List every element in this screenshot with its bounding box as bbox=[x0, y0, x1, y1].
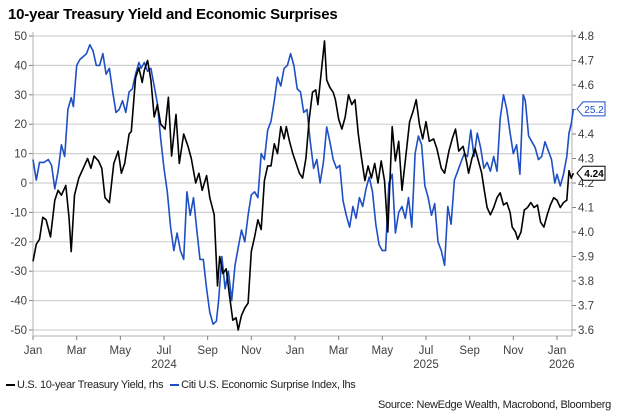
right-tick-label: 4.8 bbox=[578, 31, 594, 43]
x-tick-label: Nov bbox=[503, 345, 524, 357]
x-tick-label: Nov bbox=[241, 345, 262, 357]
left-tick-label: 40 bbox=[14, 60, 27, 72]
left-tick-label: 50 bbox=[14, 31, 27, 43]
right-tick-label: 3.8 bbox=[578, 276, 594, 288]
right-tick-label: 3.7 bbox=[578, 301, 594, 313]
left-tick-label: -50 bbox=[10, 325, 27, 337]
surprise-index-line bbox=[32, 44, 575, 325]
gridlines bbox=[33, 35, 572, 331]
right-tick-label: 3.9 bbox=[578, 252, 594, 264]
x-axis: Jan Mar May Jul 2024 Sep Nov Jan Mar May Jul 2025 Se… bbox=[24, 335, 575, 371]
x-tick-label: Jan bbox=[548, 345, 567, 357]
right-tick-label: 3.6 bbox=[578, 325, 594, 337]
x-year-label: 2026 bbox=[549, 359, 575, 371]
left-tick-label: -20 bbox=[10, 237, 27, 249]
right-tick-label: 4.1 bbox=[578, 203, 594, 215]
x-tick-label: May bbox=[371, 345, 393, 357]
end-labels: 25.2 4.24 bbox=[576, 101, 606, 181]
legend: U.S. 10-year Treasury Yield, rhs Citi U.… bbox=[6, 379, 360, 391]
right-tick-label: 4.2 bbox=[578, 178, 594, 190]
end-label-text: 25.2 bbox=[584, 105, 604, 116]
x-year-label: 2025 bbox=[413, 359, 439, 371]
left-tick-label: 20 bbox=[14, 119, 27, 131]
left-tick-label: 0 bbox=[21, 178, 27, 190]
x-year-label: 2024 bbox=[151, 359, 177, 371]
right-axis: 4.8 4.7 4.6 4.4 4.3 4.2 4.1 4.0 3.9 3.8 3.7 3.6 bbox=[571, 30, 595, 337]
left-tick-label: -30 bbox=[10, 266, 27, 278]
end-label-text: 4.24 bbox=[584, 169, 604, 180]
x-tick-label: Jul bbox=[157, 345, 172, 357]
right-tick-label: 4.7 bbox=[578, 56, 594, 68]
legend-label-surprise: Citi U.S. Economic Surprise Index, lhs bbox=[181, 379, 356, 391]
legend-item-surprise: Citi U.S. Economic Surprise Index, lhs bbox=[170, 379, 356, 391]
treasury-end-label: 4.24 bbox=[576, 165, 606, 181]
legend-label-treasury: U.S. 10-year Treasury Yield, rhs bbox=[17, 379, 164, 391]
source-note: Source: NewEdge Wealth, Macrobond, Bloom… bbox=[377, 399, 611, 411]
right-tick-label: 4.4 bbox=[578, 129, 595, 141]
left-tick-label: -40 bbox=[10, 296, 27, 308]
right-tick-label: 4.0 bbox=[578, 227, 594, 239]
x-tick-label: Jan bbox=[286, 345, 305, 357]
left-tick-label: 30 bbox=[14, 90, 27, 102]
x-tick-label: Mar bbox=[329, 345, 349, 357]
left-tick-label: -10 bbox=[10, 207, 27, 219]
chart-title: 10-year Treasury Yield and Economic Surp… bbox=[8, 6, 338, 23]
legend-swatch-treasury bbox=[6, 384, 15, 387]
x-tick-label: Jul bbox=[419, 345, 434, 357]
series-group bbox=[32, 40, 575, 331]
left-tick-label: 10 bbox=[14, 149, 27, 161]
legend-item-treasury: U.S. 10-year Treasury Yield, rhs bbox=[6, 379, 164, 391]
end-label-box bbox=[576, 101, 606, 117]
x-tick-label: Sep bbox=[459, 345, 479, 357]
surprise-end-label: 25.2 bbox=[576, 101, 606, 117]
end-label-box bbox=[576, 165, 606, 181]
x-tick-label: Sep bbox=[197, 345, 217, 357]
legend-swatch-surprise bbox=[170, 384, 180, 387]
x-tick-label: Mar bbox=[67, 345, 87, 357]
treasury-yield-line bbox=[32, 40, 575, 331]
x-tick-label: May bbox=[109, 345, 131, 357]
left-axis: 50 40 30 20 10 0 -10 -20 -30 -40 -50 bbox=[10, 31, 34, 337]
x-tick-label: Jan bbox=[24, 345, 43, 357]
right-tick-label: 4.3 bbox=[578, 154, 594, 166]
right-tick-label: 4.6 bbox=[578, 80, 594, 92]
